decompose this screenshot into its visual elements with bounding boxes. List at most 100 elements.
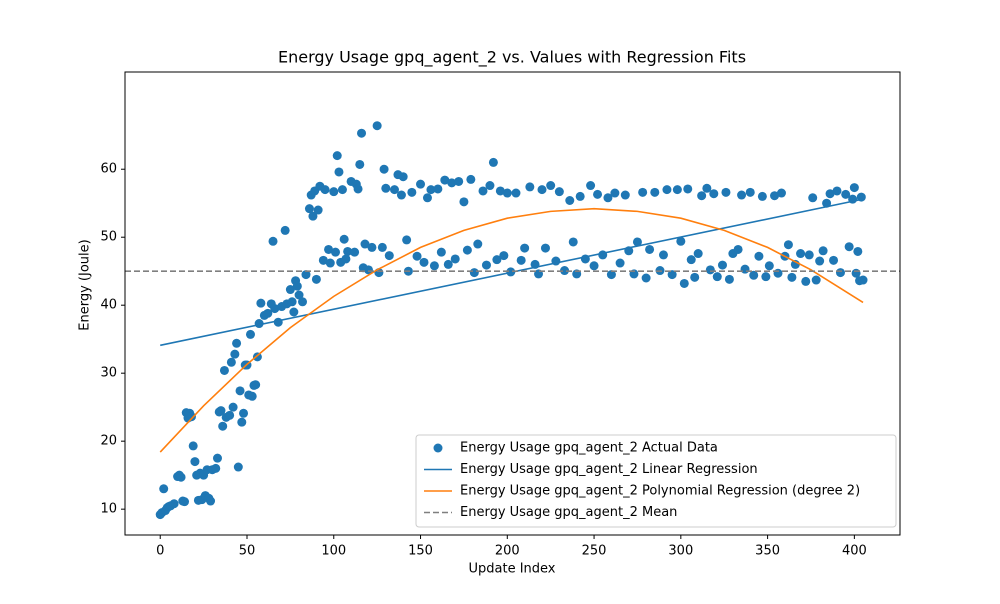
x-tick-label: 200	[495, 544, 520, 559]
data-point	[650, 187, 660, 197]
data-point	[787, 272, 797, 282]
data-point	[697, 191, 707, 201]
x-tick-label: 100	[321, 544, 346, 559]
legend-label: Energy Usage gpq_agent_2 Mean	[460, 505, 677, 520]
legend-label: Energy Usage gpq_agent_2 Linear Regressi…	[460, 462, 758, 477]
data-point	[339, 234, 349, 244]
data-point	[568, 237, 578, 247]
y-tick-label: 60	[100, 162, 117, 177]
data-point	[481, 260, 491, 270]
data-point	[801, 276, 811, 286]
x-tick-label: 50	[239, 544, 256, 559]
data-point	[381, 183, 391, 193]
data-point	[525, 182, 535, 192]
data-point	[337, 185, 347, 195]
data-point	[308, 211, 318, 221]
data-point	[832, 186, 842, 196]
data-point	[499, 251, 509, 261]
data-point	[419, 257, 429, 267]
legend-label: Energy Usage gpq_agent_2 Actual Data	[460, 441, 718, 456]
data-point	[757, 191, 767, 201]
data-point	[478, 186, 488, 196]
data-point	[606, 270, 616, 280]
data-point	[740, 264, 750, 274]
data-point	[835, 268, 845, 278]
data-point	[325, 258, 335, 268]
data-point	[565, 195, 575, 205]
data-point	[180, 497, 190, 507]
data-point	[459, 197, 469, 207]
data-point	[367, 242, 377, 252]
data-point	[429, 261, 439, 271]
data-point	[188, 441, 198, 451]
chart-title: Energy Usage gpq_agent_2 vs. Values with…	[278, 48, 746, 68]
data-point	[433, 184, 443, 194]
data-point	[690, 272, 700, 282]
data-point	[858, 275, 868, 285]
data-point	[389, 185, 399, 195]
data-point	[770, 191, 780, 201]
data-point	[398, 172, 408, 182]
data-point	[320, 185, 330, 195]
data-point	[829, 255, 839, 265]
data-point	[450, 254, 460, 264]
data-point	[289, 307, 299, 317]
data-point	[440, 175, 450, 185]
data-point	[330, 247, 340, 257]
data-point	[632, 237, 642, 247]
data-point	[159, 484, 169, 494]
plot-frame	[124, 71, 901, 536]
data-point	[329, 187, 339, 197]
data-point	[379, 164, 389, 174]
y-tick-label: 10	[100, 502, 117, 517]
data-point	[324, 244, 334, 254]
data-point	[190, 457, 200, 467]
data-point	[511, 188, 521, 198]
data-point	[485, 181, 495, 191]
data-point	[334, 167, 344, 177]
data-point	[294, 290, 304, 300]
data-point	[554, 187, 564, 197]
data-point	[280, 225, 290, 235]
data-point	[466, 174, 476, 184]
data-point	[228, 402, 238, 412]
data-point	[705, 265, 715, 275]
data-point	[620, 190, 630, 200]
data-point	[495, 186, 505, 196]
data-point	[469, 268, 479, 278]
data-point	[219, 365, 229, 375]
data-point	[251, 380, 261, 390]
data-point	[447, 178, 457, 188]
data-point	[169, 499, 179, 509]
data-point	[520, 243, 530, 253]
data-point	[407, 187, 417, 197]
data-point	[776, 188, 786, 198]
data-point	[560, 266, 570, 276]
data-point	[537, 185, 547, 195]
data-point	[416, 179, 426, 189]
data-point	[645, 244, 655, 254]
data-point	[318, 255, 328, 265]
data-point	[473, 239, 483, 249]
data-point	[237, 417, 247, 427]
data-point	[311, 274, 321, 284]
data-point	[341, 254, 351, 264]
data-point	[436, 247, 446, 257]
data-point	[402, 235, 412, 245]
data-point	[603, 193, 613, 203]
data-point	[811, 275, 821, 285]
data-point	[396, 190, 406, 200]
data-point	[492, 255, 502, 265]
data-point	[462, 245, 472, 255]
data-point	[586, 181, 596, 191]
data-point	[355, 159, 365, 169]
x-tick-label: 0	[156, 544, 164, 559]
x-tick-label: 400	[842, 544, 867, 559]
data-point	[815, 256, 825, 266]
data-point	[230, 349, 240, 359]
y-tick-label: 20	[100, 434, 117, 449]
data-point	[676, 236, 686, 246]
y-axis-label: Energy (Joule)	[78, 239, 93, 330]
data-point	[693, 249, 703, 259]
data-point	[717, 260, 727, 270]
